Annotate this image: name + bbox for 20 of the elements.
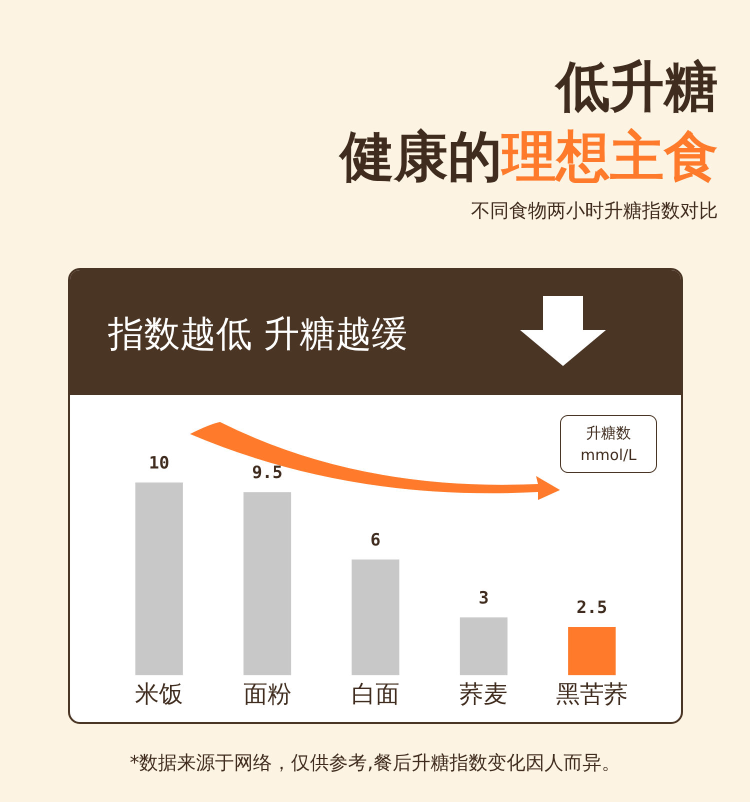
data-label: 9.5	[252, 463, 283, 484]
chart-title: 低升糖健康的理想主食	[340, 54, 718, 190]
x-tick-label: 荞麦	[460, 680, 508, 708]
bar	[243, 492, 292, 676]
x-tick-label: 米饭	[135, 680, 184, 708]
x-tick-label: 黑苦荞	[556, 680, 628, 708]
bar	[460, 617, 508, 676]
y-axis-title: 升糖数 mmol/L	[560, 415, 657, 473]
data-label: 10	[148, 453, 170, 474]
text: 指数越低 升糖越缓	[108, 313, 408, 357]
chart-subtitle: 不同食物两小时升糖指数对比	[471, 199, 718, 224]
data-label: 6	[370, 530, 381, 550]
text: *数据来源于网络，仅供参考,餐后升糖指数变化因人而异。	[128, 751, 622, 776]
bar	[352, 560, 400, 676]
bar	[568, 627, 616, 676]
bar	[135, 482, 183, 676]
x-tick-label: 白面	[352, 680, 400, 708]
data-label: 3	[478, 588, 489, 608]
data-label: 2.5	[576, 598, 608, 618]
x-tick-label: 面粉	[243, 680, 292, 708]
